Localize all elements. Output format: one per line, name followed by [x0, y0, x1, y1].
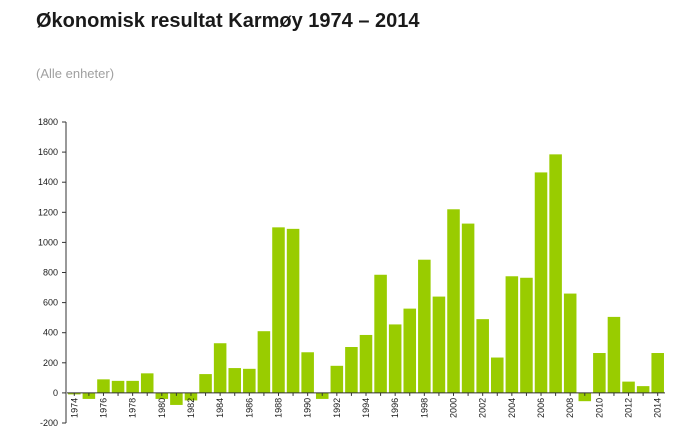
- x-tick-label: 2002: [478, 398, 488, 418]
- x-tick-label: 2008: [565, 398, 575, 418]
- bar-1982: [184, 392, 198, 401]
- x-tick-label: 2010: [594, 398, 604, 418]
- x-tick-label: 2000: [449, 398, 459, 418]
- x-axis: 1974 1976 1978 1980 1982 1984 1986 1988 1990 1992…: [67, 392, 665, 418]
- x-tick-label: 1990: [303, 398, 313, 418]
- bar-2003: [490, 357, 504, 393]
- x-tick-label: 2014: [653, 398, 663, 418]
- x-tick-label: 1982: [186, 398, 196, 418]
- bar-1992: [330, 365, 344, 393]
- bar-2009: [578, 392, 592, 402]
- y-tick-label: -200: [40, 418, 58, 428]
- x-tick-label: 1994: [361, 398, 371, 418]
- bar-1991: [315, 392, 329, 399]
- y-tick-label: 200: [43, 358, 58, 368]
- bar-2006: [534, 172, 548, 393]
- bar-1975: [82, 392, 96, 399]
- bar-2007: [549, 154, 562, 393]
- x-tick-label: 1978: [128, 398, 138, 418]
- y-tick-label: 600: [43, 298, 58, 308]
- bar-1990: [301, 352, 314, 393]
- bar-1978: [126, 380, 139, 393]
- bar-2013: [636, 386, 650, 393]
- bar-1999: [432, 296, 446, 393]
- bar-2000: [447, 209, 460, 393]
- bar-1994: [359, 334, 373, 393]
- bar-2005: [520, 277, 533, 393]
- chart-subtitle: (Alle enheter): [36, 66, 115, 81]
- bar-1986: [243, 368, 256, 393]
- bar-1977: [111, 380, 125, 393]
- bar-1998: [418, 259, 431, 393]
- y-tick-label: 0: [53, 388, 58, 398]
- chart-title: Økonomisk resultat Karmøy 1974 – 2014: [36, 10, 420, 32]
- bar-2014: [651, 353, 664, 393]
- x-tick-label: 1984: [215, 398, 225, 418]
- bar-1983: [199, 374, 212, 393]
- y-tick-label: 400: [43, 328, 58, 338]
- bar-1985: [228, 368, 242, 393]
- y-tick-label: 1200: [38, 207, 58, 217]
- bar-2001: [461, 223, 475, 393]
- y-tick-label: 1000: [38, 237, 58, 247]
- y-tick-label: 800: [43, 268, 58, 278]
- bar-1984: [213, 343, 227, 393]
- bar-2002: [476, 319, 489, 393]
- bar-1981: [170, 392, 183, 405]
- x-tick-label: 1998: [419, 398, 429, 418]
- x-tick-label: 1980: [157, 398, 167, 418]
- bar-1989: [286, 228, 300, 393]
- bar-1995: [374, 274, 387, 393]
- bar-1987: [257, 331, 271, 393]
- x-tick-label: 2006: [536, 398, 546, 418]
- bar-2004: [505, 276, 519, 393]
- bar-1980: [155, 392, 169, 399]
- bar-1988: [272, 227, 285, 393]
- bars: [68, 154, 664, 405]
- bar-1993: [345, 346, 358, 393]
- x-tick-label: 1986: [244, 398, 254, 418]
- y-tick-label: 1600: [38, 147, 58, 157]
- bar-2008: [563, 293, 577, 393]
- bar-2012: [622, 381, 635, 393]
- y-axis: -200 0 200 400 600 800 1000 1200 1400 1600 1800: [38, 117, 67, 428]
- bar-1979: [140, 373, 154, 393]
- bar-1976: [97, 379, 110, 393]
- y-tick-label: 1400: [38, 177, 58, 187]
- y-tick-label: 1800: [38, 117, 58, 127]
- x-tick-label: 1996: [390, 398, 400, 418]
- x-tick-label: 1988: [273, 398, 283, 418]
- x-tick-label: 1974: [69, 398, 79, 418]
- bar-1996: [388, 324, 402, 393]
- x-tick-label: 2004: [507, 398, 517, 418]
- x-tick-label: 1992: [332, 398, 342, 418]
- bar-2010: [593, 353, 606, 393]
- x-tick-label: 1976: [98, 398, 108, 418]
- bar-2011: [607, 316, 621, 393]
- bar-1997: [403, 308, 417, 393]
- x-tick-label: 2012: [624, 398, 634, 418]
